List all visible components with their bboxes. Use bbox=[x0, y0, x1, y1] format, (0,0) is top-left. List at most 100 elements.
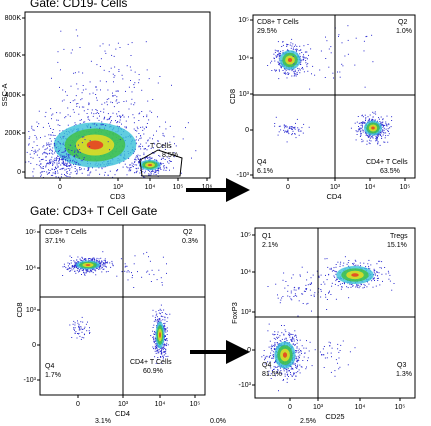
event-dot bbox=[99, 262, 101, 264]
event-dot bbox=[294, 330, 296, 332]
event-dot bbox=[388, 124, 390, 126]
event-dot bbox=[331, 282, 333, 284]
event-dot bbox=[69, 160, 71, 162]
event-dot bbox=[56, 179, 57, 180]
event-dot bbox=[46, 171, 48, 173]
event-dot bbox=[104, 174, 105, 176]
event-dot bbox=[307, 63, 309, 65]
event-dot bbox=[150, 157, 152, 159]
event-dot bbox=[154, 347, 156, 349]
event-dot bbox=[278, 63, 280, 65]
event-dot bbox=[134, 161, 136, 163]
event-dot bbox=[191, 157, 192, 159]
event-dot bbox=[377, 141, 379, 143]
event-dot bbox=[57, 165, 59, 167]
event-dot bbox=[376, 139, 378, 141]
event-dot bbox=[69, 263, 71, 265]
event-dot bbox=[22, 130, 23, 131]
event-dot bbox=[128, 168, 130, 170]
event-dot bbox=[378, 277, 379, 279]
event-dot bbox=[352, 264, 354, 266]
event-dot bbox=[274, 345, 276, 347]
y-tick-label: 10⁵ bbox=[238, 17, 249, 24]
event-dot bbox=[161, 351, 162, 353]
event-dot bbox=[81, 274, 82, 275]
event-dot bbox=[305, 60, 307, 62]
event-dot bbox=[360, 132, 362, 134]
event-dot bbox=[164, 316, 166, 318]
event-dot bbox=[116, 90, 118, 92]
event-dot bbox=[274, 348, 276, 350]
event-dot bbox=[338, 357, 340, 359]
event-dot bbox=[297, 127, 299, 129]
event-dot bbox=[305, 62, 307, 64]
event-dot bbox=[32, 157, 34, 159]
event-dot bbox=[140, 148, 142, 150]
event-dot bbox=[146, 69, 148, 71]
event-dot bbox=[73, 260, 75, 262]
event-dot bbox=[143, 154, 145, 156]
event-dot bbox=[104, 102, 106, 104]
event-dot bbox=[102, 251, 104, 253]
event-dot bbox=[383, 125, 384, 127]
event-dot bbox=[377, 120, 378, 122]
event-dot bbox=[46, 163, 48, 165]
event-dot bbox=[273, 357, 275, 359]
event-dot bbox=[69, 102, 71, 103]
event-dot bbox=[83, 258, 85, 260]
event-dot bbox=[45, 166, 47, 168]
event-dot bbox=[310, 294, 312, 296]
event-dot bbox=[298, 369, 300, 371]
event-dot bbox=[339, 283, 341, 285]
event-dot bbox=[348, 265, 350, 267]
y-axis-label: FoxP3 bbox=[230, 302, 239, 324]
event-dot bbox=[291, 45, 293, 47]
event-dot bbox=[163, 350, 165, 352]
event-dot bbox=[151, 152, 153, 153]
event-dot bbox=[278, 69, 280, 71]
event-dot bbox=[149, 174, 151, 176]
event-dot bbox=[293, 75, 295, 77]
event-dot bbox=[144, 170, 146, 172]
event-dot bbox=[77, 320, 78, 322]
footer-percent: 2.5% bbox=[300, 418, 316, 425]
event-dot bbox=[81, 168, 82, 170]
event-dot bbox=[62, 159, 64, 160]
event-dot bbox=[331, 285, 333, 287]
event-dot bbox=[275, 283, 277, 285]
event-dot bbox=[40, 137, 41, 139]
event-dot bbox=[103, 118, 105, 120]
event-dot bbox=[82, 85, 84, 86]
event-dot bbox=[273, 369, 274, 370]
event-dot bbox=[139, 112, 141, 114]
event-dot bbox=[152, 99, 154, 100]
event-dot bbox=[98, 261, 100, 263]
event-dot bbox=[292, 43, 294, 45]
event-dot bbox=[74, 151, 76, 153]
event-dot bbox=[277, 365, 279, 367]
event-dot bbox=[307, 360, 308, 362]
event-dot bbox=[101, 264, 103, 266]
event-dot bbox=[83, 328, 85, 330]
gate-percent: 1.3% bbox=[396, 371, 412, 378]
gate-name: T Cells bbox=[150, 143, 172, 150]
event-dot bbox=[273, 354, 274, 356]
event-dot bbox=[158, 167, 160, 169]
event-dot bbox=[75, 272, 77, 274]
event-dot bbox=[277, 369, 279, 371]
event-dot bbox=[289, 296, 291, 298]
event-dot bbox=[289, 333, 291, 335]
event-dot bbox=[70, 182, 71, 183]
event-dot bbox=[290, 47, 292, 49]
event-dot bbox=[69, 165, 71, 167]
event-dot bbox=[270, 346, 272, 348]
event-dot bbox=[373, 277, 375, 279]
event-dot bbox=[107, 141, 109, 143]
event-dot bbox=[90, 270, 92, 271]
event-dot bbox=[105, 271, 107, 273]
y-axis-label: SSC-A bbox=[0, 84, 9, 107]
event-dot bbox=[143, 253, 145, 255]
event-dot bbox=[69, 159, 71, 161]
event-dot bbox=[87, 168, 89, 170]
event-dot bbox=[110, 179, 111, 180]
